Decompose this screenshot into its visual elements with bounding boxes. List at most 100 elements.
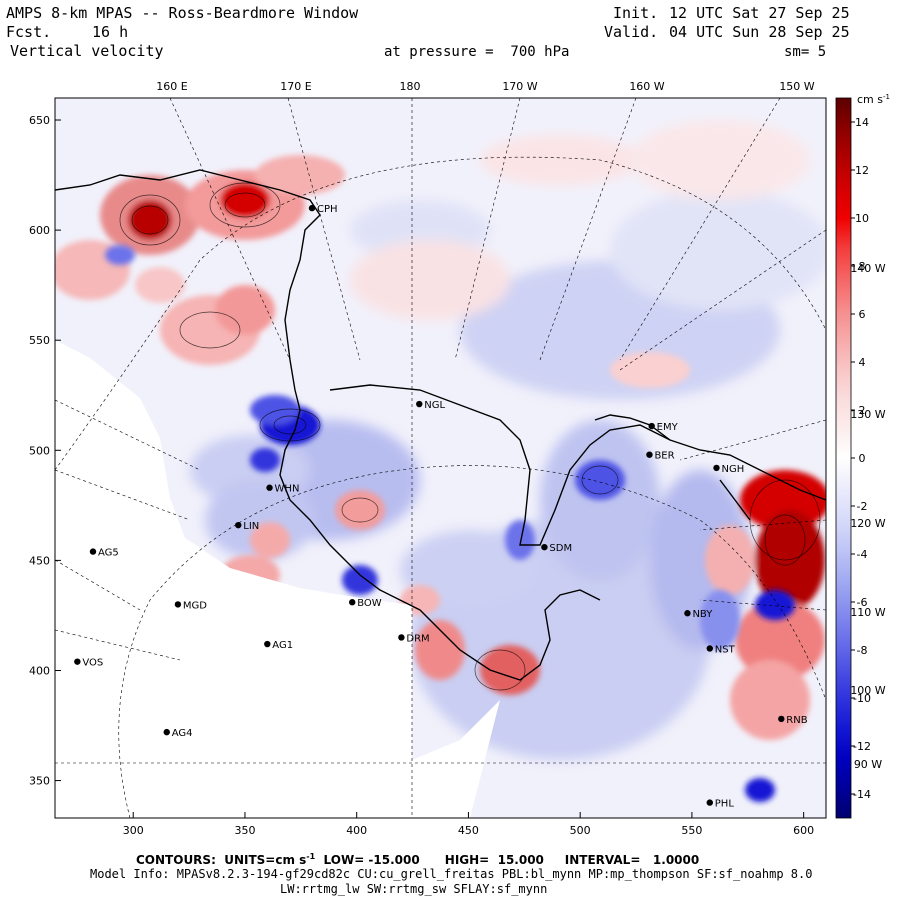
station-marker [541, 543, 548, 551]
longitude-label-inner: 110 W [850, 606, 885, 619]
longitude-label: 170 W [502, 80, 537, 93]
station-marker [349, 599, 356, 606]
forecast-hour: 16 h [92, 23, 129, 41]
station-marker [706, 645, 713, 652]
model-info: Model Info: MPASv8.2.3-194-gf29cd82c CU:… [90, 867, 813, 881]
colorbar-tick-label: -10 [853, 692, 871, 705]
longitude-label: 170 E [280, 80, 311, 93]
station-label: WHN [275, 484, 300, 495]
station-label: PHL [715, 799, 735, 810]
longitude-label-inner: 90 W [854, 758, 882, 771]
y-tick-label: 550 [29, 334, 50, 347]
x-tick-label: 350 [234, 824, 255, 837]
colorbar-tick-label: 0 [859, 452, 866, 465]
model-info-line2: LW:rrtmg_lw SW:rrtmg_sw SFLAY:sf_mynn [280, 882, 548, 896]
longitude-label: 160 W [629, 80, 664, 93]
y-tick-label: 400 [29, 664, 50, 677]
station-marker [416, 400, 423, 408]
colorbar-scale [835, 97, 852, 819]
station-label: AG4 [172, 728, 193, 739]
station-marker [778, 715, 785, 723]
colorbar-tick-label: 2 [859, 404, 866, 417]
longitude-labels: 160 E 170 E 180 170 W 160 W 150 W [156, 80, 815, 93]
longitude-label: 180 [400, 80, 421, 93]
y-tick-label: 500 [29, 444, 50, 457]
colorbar-tick-label: 14 [855, 116, 869, 129]
colorbar-ticks: 14 12 10 8 6 4 2 0 -2 -4 -6 -8 -10 -12 -14 [851, 116, 871, 801]
contours-info: CONTOURS: UNITS=cm s-1 LOW= -15.000 HIGH… [136, 852, 700, 867]
x-axis: 300 350 400 450 500 550 600 [123, 812, 814, 837]
colorbar-tick-label: -2 [857, 500, 868, 513]
station-marker [648, 422, 655, 430]
y-tick-label: 450 [29, 554, 50, 567]
x-tick-label: 550 [681, 824, 702, 837]
x-tick-label: 400 [346, 824, 367, 837]
colorbar-tick-label: 12 [855, 164, 869, 177]
colorbar-tick-label: -14 [853, 788, 871, 801]
colorbar-units: cm s-1 [857, 93, 890, 106]
longitude-label-inner: 120 W [850, 517, 885, 530]
colorbar-tick-label: -12 [853, 740, 871, 753]
station-layer: MDCNGLCPHWHNLINAG5MGDAG1VOSAG4BOWDRMSDMN… [74, 204, 808, 810]
forecast-label: Fcst. [6, 23, 52, 41]
station-label: SDM [549, 543, 572, 554]
colorbar-tick-label: -4 [857, 548, 868, 561]
colorbar-tick-label: -8 [857, 644, 868, 657]
station-label: AG1 [272, 640, 293, 651]
station-label: NST [715, 644, 736, 655]
station-label: EMY [657, 422, 679, 433]
station-label: NGL [424, 400, 445, 411]
station-label: AG5 [98, 548, 119, 559]
station-marker [174, 601, 182, 608]
valid-label: Valid. [604, 23, 659, 41]
station-label: CPH [317, 204, 338, 215]
x-tick-label: 450 [458, 824, 479, 837]
graticule [55, 98, 826, 818]
station-marker [266, 484, 273, 491]
station-label: VOS [82, 658, 103, 669]
longitude-label-inner: 100 W [850, 684, 885, 697]
station-marker [398, 634, 405, 641]
station-marker [684, 610, 691, 617]
init-label: Init. [613, 4, 659, 22]
station-label: BER [654, 451, 674, 462]
longitude-label: 160 E [156, 80, 187, 93]
station-label: MGD [183, 600, 207, 611]
colorbar-tick-label: 6 [859, 308, 866, 321]
station-marker [235, 521, 242, 529]
smoothing-value: sm= 5 [784, 44, 827, 60]
velocity-field: MDCNGLCPHWHNLINAG5MGDAG1VOSAG4BOWDRMSDMN… [55, 98, 826, 818]
longitude-label-inner: 130 W [850, 408, 885, 421]
station-marker [89, 548, 97, 555]
init-time: 12 UTC Sat 27 Sep 25 [669, 4, 850, 22]
station-label: NBY [692, 609, 713, 620]
colorbar-tick-label: -6 [857, 596, 868, 609]
station-label: NGH [721, 464, 744, 475]
y-tick-label: 650 [29, 114, 50, 127]
longitude-labels-inner: 140 W 130 W 120 W 110 W 100 W 90 W [850, 262, 885, 771]
colorbar-tick-label: 10 [855, 212, 869, 225]
y-tick-label: 350 [29, 775, 50, 788]
station-marker [713, 464, 720, 472]
station-marker [163, 728, 170, 736]
x-tick-label: 300 [123, 824, 144, 837]
colorbar-tick-label: 4 [859, 356, 866, 369]
station-label: LIN [243, 521, 259, 532]
plot-title: AMPS 8-km MPAS -- Ross-Beardmore Window [6, 4, 359, 22]
colorbar [835, 97, 852, 819]
valid-time: 04 UTC Sun 28 Sep 25 [669, 23, 850, 41]
coastline [55, 169, 826, 681]
station-marker [646, 451, 653, 458]
station-label: BOW [357, 598, 382, 609]
station-marker [74, 658, 81, 665]
station-marker [264, 640, 271, 648]
station-marker [308, 204, 316, 212]
y-axis: 650 600 550 500 450 400 350 [29, 114, 61, 788]
colorbar-tick-label: 8 [859, 260, 866, 273]
station-label: RNB [786, 715, 807, 726]
longitude-label: 150 W [779, 80, 814, 93]
y-tick-label: 600 [29, 224, 50, 237]
station-marker [706, 799, 713, 806]
station-label: DRM [406, 633, 429, 644]
